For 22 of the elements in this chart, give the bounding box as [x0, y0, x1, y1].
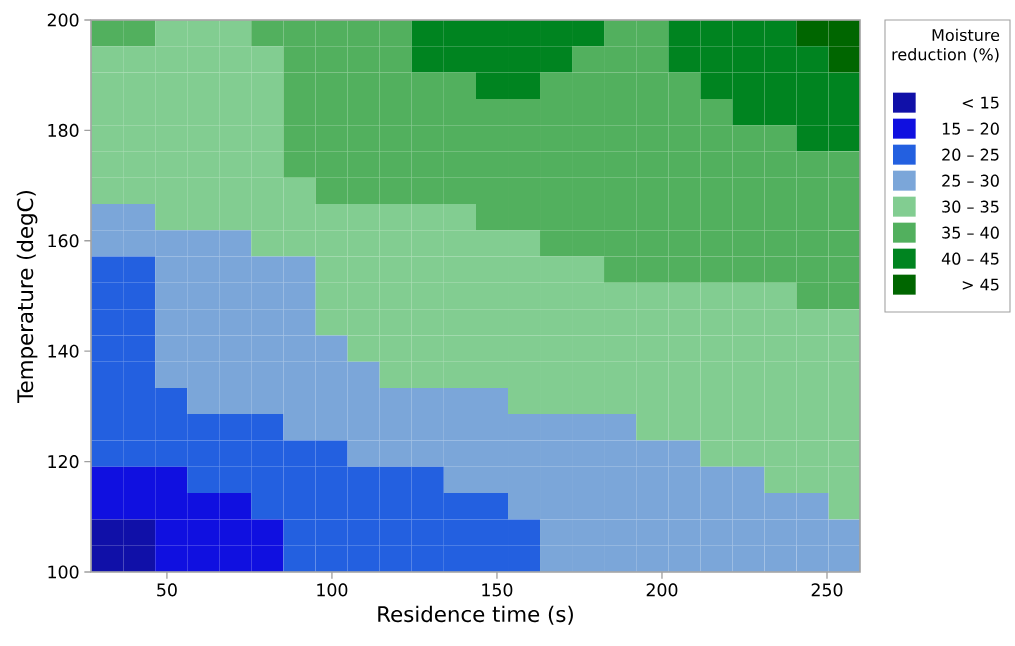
y-tick-label: 120	[48, 455, 79, 469]
color-bar-label: 30 – 35	[942, 200, 999, 213]
y-tick-label: 100	[48, 565, 79, 579]
x-tick-label: 250	[811, 583, 843, 597]
x-tick-label: 200	[646, 583, 678, 597]
color-bar-title: Moisture reduction (%)	[892, 28, 1000, 63]
color-bar-label: 35 – 40	[942, 226, 999, 239]
y-tick-label: 160	[48, 234, 79, 248]
color-bar-label: 15 – 20	[942, 122, 999, 135]
y-tick-label: 200	[47, 13, 79, 27]
color-bar-label: < 15	[962, 96, 999, 109]
x-tick-label: 100	[317, 583, 348, 597]
x-tick-label: 150	[482, 583, 513, 597]
color-bar-label: 25 – 30	[942, 174, 999, 187]
y-tick-label: 180	[48, 123, 79, 137]
color-bar-label: 40 – 45	[941, 252, 999, 265]
color-bar-label: > 45	[962, 278, 999, 291]
y-axis-title: Temperature (degC)	[16, 191, 38, 403]
color-bar-label: 20 – 25	[942, 148, 999, 161]
x-axis-title: Residence time (s)	[378, 605, 573, 625]
x-tick-label: 50	[157, 583, 177, 597]
y-tick-label: 140	[48, 344, 79, 358]
